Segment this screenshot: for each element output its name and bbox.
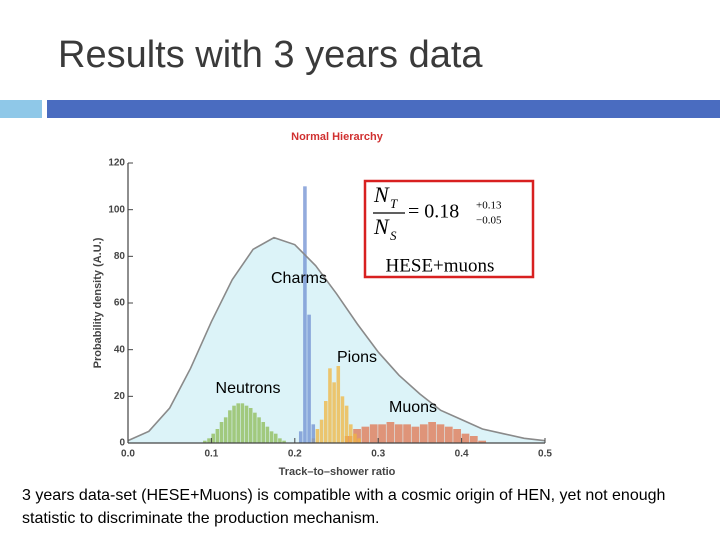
y-tick-label: 0 — [119, 438, 125, 449]
histogram-bar — [444, 426, 453, 443]
y-tick-label: 60 — [114, 298, 126, 309]
histogram-bar — [328, 368, 332, 443]
histogram-bar — [336, 366, 341, 443]
histogram-bar — [357, 438, 361, 443]
curve-line — [127, 236, 546, 442]
histogram-bar — [386, 422, 395, 443]
formula-value: = 0.18 — [408, 201, 459, 223]
x-tick-label: 0.1 — [204, 449, 218, 460]
histogram-bar — [273, 433, 278, 443]
curve-area — [128, 237, 545, 443]
formula-denominator: N — [373, 214, 390, 239]
histogram-bar — [340, 396, 345, 443]
chart: Normal Hierarchy Track–to–shower ratio P… — [92, 131, 552, 478]
histogram-bar — [378, 424, 386, 443]
formula-upper: +0.13 — [476, 200, 502, 212]
y-tick-label: 40 — [114, 344, 126, 355]
histogram-bar — [349, 424, 353, 443]
y-tick-label: 80 — [114, 251, 126, 262]
accent-bar — [0, 100, 42, 118]
histogram-bar — [428, 422, 436, 443]
result-box — [363, 179, 535, 279]
formula-denominator-sub: S — [390, 228, 397, 243]
x-tick-label: 0.3 — [371, 449, 385, 460]
histogram-bar — [215, 429, 220, 443]
histogram-bar — [228, 410, 232, 443]
histogram-bar — [282, 440, 286, 443]
histogram-bar — [361, 426, 370, 443]
histogram-bar — [244, 405, 249, 443]
histogram-bar — [411, 426, 420, 443]
histogram-bar — [248, 408, 253, 443]
histogram-bar — [323, 401, 328, 443]
histogram-bar — [419, 424, 428, 443]
chart-title: Normal Hierarchy — [291, 131, 384, 143]
series-label: Muons — [389, 399, 437, 416]
histogram-bar — [353, 433, 357, 443]
slide-title: Results with 3 years data — [58, 34, 483, 76]
histogram-bar — [307, 314, 311, 443]
histogram-bar — [261, 422, 266, 443]
formula-numerator: N — [373, 182, 390, 207]
histogram-bar — [478, 440, 487, 443]
series-label: Neutrons — [216, 380, 281, 397]
histogram-bar — [257, 417, 261, 443]
histogram-bar — [236, 403, 240, 443]
y-tick-label: 120 — [108, 158, 125, 169]
histogram-bar — [211, 433, 215, 443]
histogram-bar — [311, 424, 316, 443]
histogram-bar — [223, 417, 228, 443]
histogram-bar — [469, 436, 478, 443]
histogram-bar — [315, 429, 320, 443]
histogram-bar — [344, 405, 349, 443]
histogram-bar — [461, 433, 470, 443]
histogram-bar — [207, 438, 211, 443]
caption: 3 years data-set (HESE+Muons) is compati… — [22, 487, 666, 527]
formula-lower: −0.05 — [476, 215, 502, 227]
x-tick-label: 0.5 — [538, 449, 552, 460]
formula-numerator-sub: T — [390, 196, 398, 211]
histogram-bar — [369, 424, 378, 443]
y-tick-label: 100 — [108, 204, 125, 215]
series-label: Charms — [271, 270, 327, 287]
histogram-bar — [436, 424, 445, 443]
histogram-bar — [269, 431, 274, 443]
histogram-bar — [403, 424, 411, 443]
histogram-bar — [332, 382, 336, 443]
histogram-bar — [232, 405, 236, 443]
histogram-bar — [278, 438, 282, 443]
histogram-bar — [303, 186, 307, 444]
x-tick-label: 0.2 — [288, 449, 302, 460]
histogram-bar — [453, 429, 461, 443]
histogram-bar — [344, 436, 353, 443]
x-tick-label: 0.4 — [455, 449, 469, 460]
histogram-bar — [253, 412, 257, 443]
histogram-bar — [319, 419, 324, 443]
x-tick-label: 0.0 — [121, 449, 135, 460]
histogram-bar — [265, 426, 270, 443]
histogram-bar — [298, 431, 303, 443]
histogram-bar — [394, 424, 403, 443]
x-axis-label: Track–to–shower ratio — [279, 466, 396, 478]
histogram-bar — [353, 429, 361, 443]
histogram-bar — [203, 440, 207, 443]
y-axis-label: Probability density (A.U.) — [92, 237, 104, 368]
histogram-bar — [219, 422, 224, 443]
series-label: Pions — [337, 349, 377, 366]
y-tick-label: 20 — [114, 391, 126, 402]
histogram-bar — [240, 403, 245, 443]
curve-label: HESE+muons — [386, 255, 495, 276]
header-bar — [47, 100, 720, 118]
